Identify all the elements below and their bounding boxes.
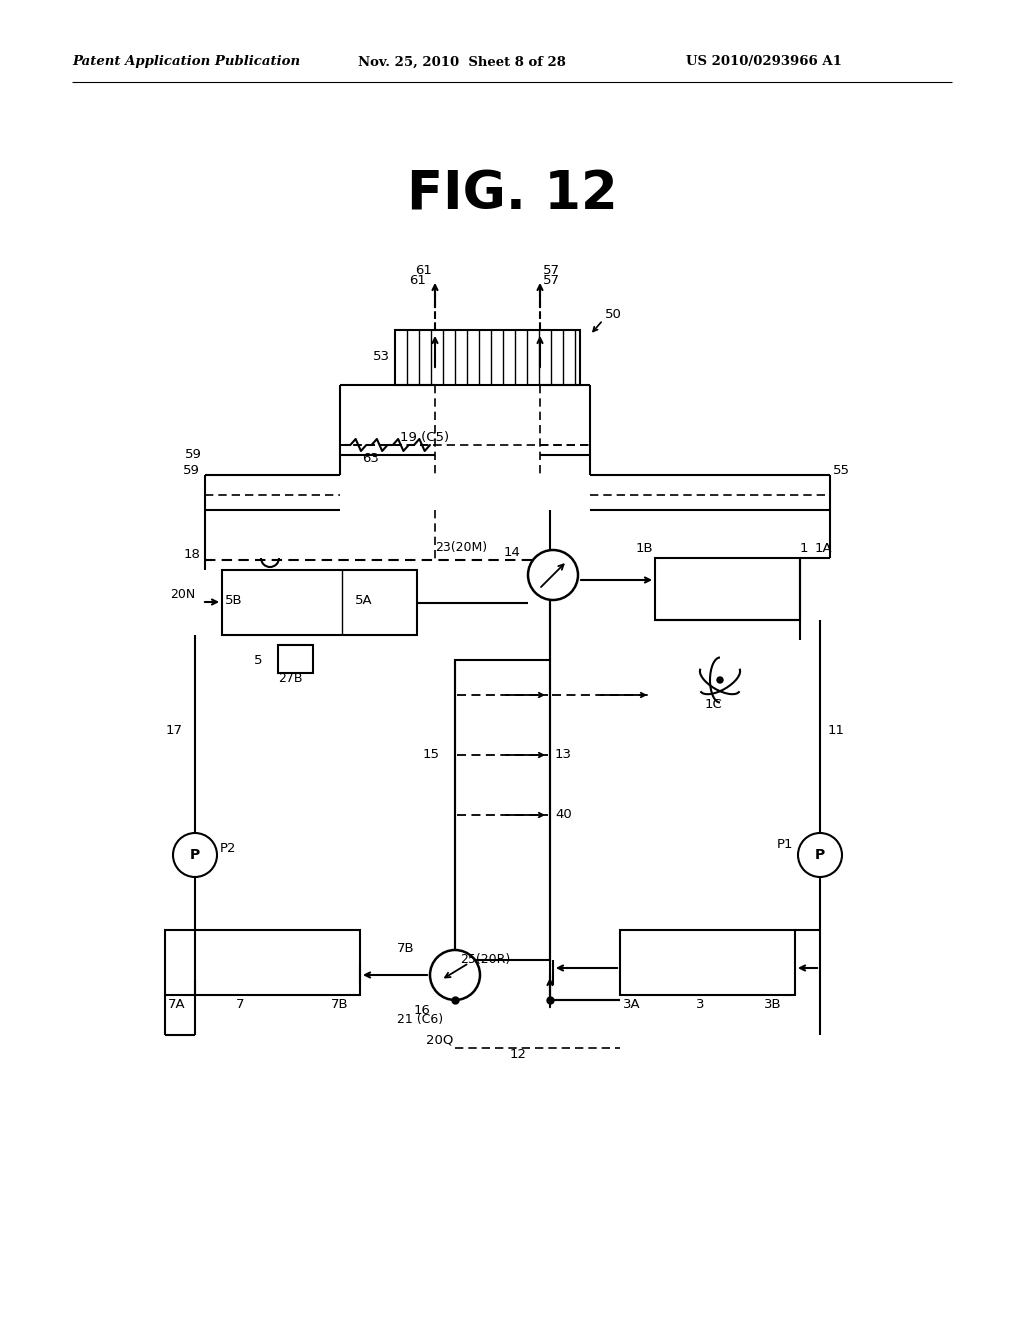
Circle shape [430,950,480,1001]
Bar [222,570,417,635]
Bar [395,330,580,385]
Text: 12: 12 [510,1048,527,1061]
Text: 18: 18 [183,549,200,561]
Text: 40: 40 [555,808,571,821]
Bar [655,558,800,620]
Text: 5B: 5B [225,594,243,606]
Text: 14: 14 [503,546,520,560]
Text: 55: 55 [833,463,850,477]
Text: 1C: 1C [705,698,723,711]
Text: 1: 1 [800,541,808,554]
Text: P: P [189,847,200,862]
Text: 1B: 1B [635,541,653,554]
Text: 11: 11 [828,723,845,737]
Text: 16: 16 [413,1003,430,1016]
Circle shape [173,833,217,876]
Text: US 2010/0293966 A1: US 2010/0293966 A1 [686,55,842,69]
Text: 5: 5 [254,653,262,667]
Text: 3B: 3B [764,998,782,1011]
Text: 5A: 5A [355,594,373,606]
Text: P2: P2 [220,842,237,854]
Text: 3A: 3A [623,998,641,1011]
Text: 59: 59 [183,463,200,477]
Text: 7B: 7B [397,941,415,954]
Text: 57: 57 [543,264,560,276]
Text: 61: 61 [415,264,432,276]
Text: 59: 59 [185,449,202,462]
Text: 50: 50 [605,309,622,322]
Text: 61: 61 [410,273,426,286]
Text: 17: 17 [166,723,183,737]
Text: 13: 13 [555,748,572,762]
Text: 27B: 27B [278,672,302,685]
Text: P1: P1 [776,838,793,851]
Bar [278,645,313,673]
Text: 7B: 7B [331,998,348,1011]
Bar [455,660,550,960]
Text: 7: 7 [236,998,245,1011]
Text: 20N: 20N [170,589,195,602]
Text: 7A: 7A [168,998,185,1011]
Text: Nov. 25, 2010  Sheet 8 of 28: Nov. 25, 2010 Sheet 8 of 28 [358,55,566,69]
Circle shape [798,833,842,876]
Bar [165,931,360,995]
Text: P: P [815,847,825,862]
Text: 21 (C6): 21 (C6) [397,1014,443,1027]
Text: 53: 53 [373,351,390,363]
Text: FIG. 12: FIG. 12 [407,169,617,220]
Bar [620,931,795,995]
Text: 1A: 1A [815,541,833,554]
Circle shape [528,550,578,601]
Circle shape [717,677,723,682]
Text: 20Q: 20Q [426,1034,454,1047]
Text: 19 (C5): 19 (C5) [400,430,450,444]
Text: 3: 3 [695,998,705,1011]
Text: 57: 57 [543,273,560,286]
Text: 23(20M): 23(20M) [435,541,487,554]
Text: 25(20R): 25(20R) [460,953,510,966]
Text: 15: 15 [423,748,440,762]
Text: Patent Application Publication: Patent Application Publication [72,55,300,69]
Text: 63: 63 [362,451,379,465]
